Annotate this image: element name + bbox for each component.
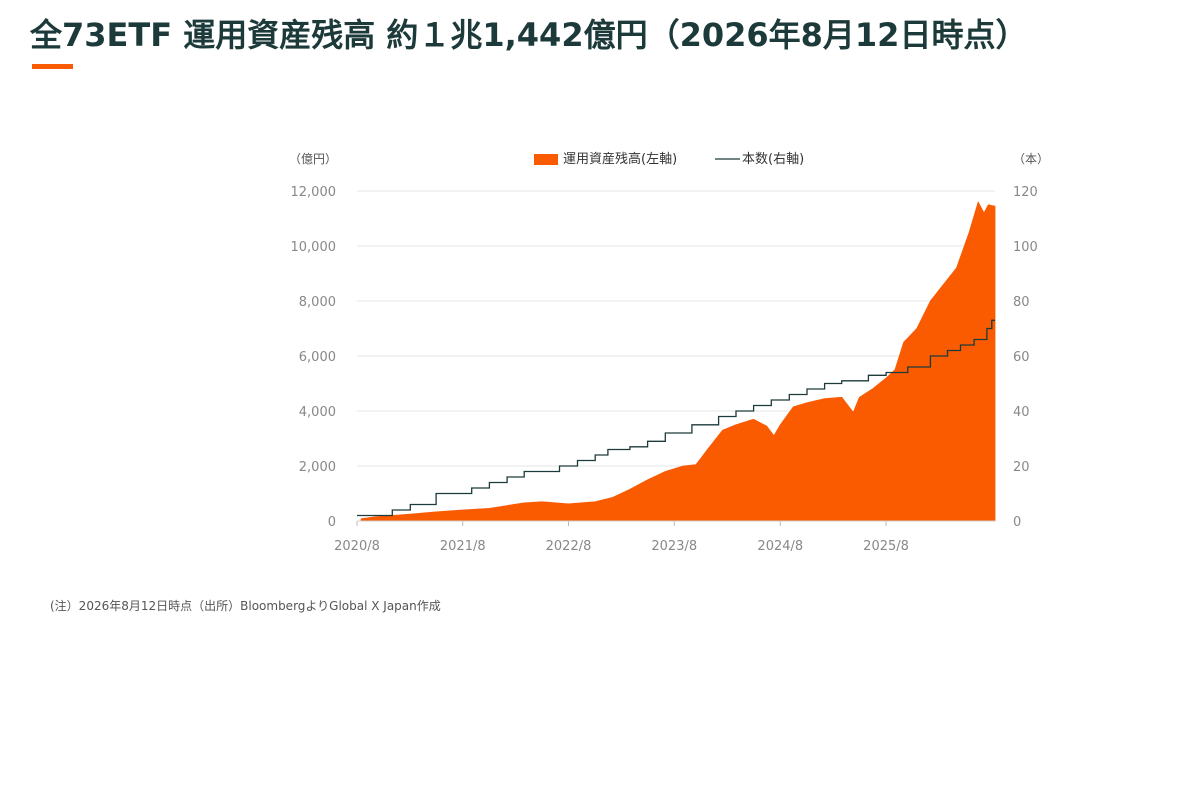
page-title: 全73ETF 運用資産残高 約１兆1,442億円（2026年8月12日時点） <box>30 16 1028 54</box>
aum-area <box>360 201 996 522</box>
y-right-tick-label: 40 <box>1013 405 1030 420</box>
y-right-tick-label: 20 <box>1013 460 1030 475</box>
y-left-tick-label: 10,000 <box>291 240 337 255</box>
right-axis-unit: （本） <box>1013 152 1049 166</box>
y-right-tick-label: 0 <box>1013 515 1021 530</box>
y-right-tick-label: 120 <box>1013 185 1038 200</box>
plot-area <box>357 201 996 522</box>
y-left-tick-label: 12,000 <box>291 185 337 200</box>
y-right-tick-label: 60 <box>1013 350 1030 365</box>
x-tick-label: 2024/8 <box>757 539 803 554</box>
y-right-tick-label: 80 <box>1013 295 1030 310</box>
x-tick-label: 2020/8 <box>334 539 380 554</box>
axis-ticks: 0 2,000 4,000 6,000 8,000 10,000 12,000 0 20 40 60… <box>291 185 1038 554</box>
legend-swatch-area <box>534 154 558 165</box>
title-accent-bar <box>32 64 73 69</box>
x-tick-label: 2021/8 <box>440 539 486 554</box>
y-left-tick-label: 8,000 <box>299 295 336 310</box>
y-right-tick-label: 100 <box>1013 240 1038 255</box>
y-left-tick-label: 4,000 <box>299 405 336 420</box>
legend-label-area: 運用資産残高(左軸) <box>563 151 677 167</box>
y-left-tick-label: 0 <box>328 515 336 530</box>
y-left-tick-label: 6,000 <box>299 350 336 365</box>
x-tick-label: 2023/8 <box>651 539 697 554</box>
x-tick-label: 2025/8 <box>863 539 909 554</box>
y-left-tick-label: 2,000 <box>299 460 336 475</box>
source-note: (注）2026年8月12日時点（出所）BloombergよりGlobal X J… <box>50 599 441 613</box>
legend-label-line: 本数(右軸) <box>742 152 804 167</box>
etf-count-line <box>357 319 995 517</box>
x-tick-label: 2022/8 <box>546 539 592 554</box>
left-axis-unit: （億円） <box>289 152 337 166</box>
legend: 運用資産残高(左軸) 本数(右軸) <box>534 151 804 167</box>
aum-chart: （億円） （本） 運用資産残高(左軸) 本数(右軸) 0 2,000 4,000 6,… <box>289 151 1049 554</box>
